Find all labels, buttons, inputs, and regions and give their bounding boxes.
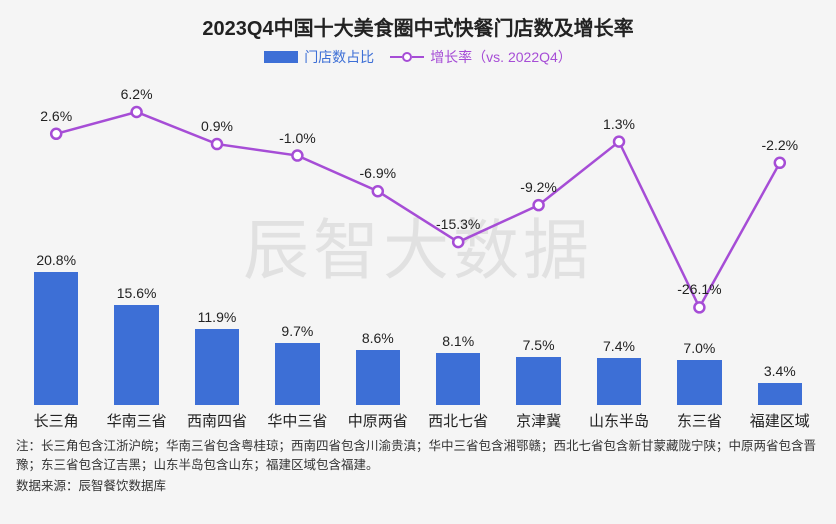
chart-container: 2023Q4中国十大美食圈中式快餐门店数及增长率 门店数占比 增长率（vs. 2…	[0, 0, 836, 524]
line-value-label: 1.3%	[603, 116, 635, 132]
footnote-text: 注：长三角包含江浙沪皖；华南三省包含粤桂琼；西南四省包含川渝贵滇；华中三省包含湘…	[16, 437, 820, 475]
plot-area: 辰智大数据 20.8%15.6%11.9%9.7%8.6%8.1%7.5%7.4…	[16, 73, 820, 431]
legend-bar-label: 门店数占比	[304, 47, 374, 67]
legend: 门店数占比 增长率（vs. 2022Q4）	[16, 47, 820, 67]
footnotes: 注：长三角包含江浙沪皖；华南三省包含粤桂琼；西南四省包含川渝贵滇；华中三省包含湘…	[16, 437, 820, 495]
chart-title: 2023Q4中国十大美食圈中式快餐门店数及增长率	[16, 12, 820, 41]
legend-item-bar: 门店数占比	[264, 47, 374, 67]
legend-line-swatch	[390, 52, 424, 62]
line-value-label: -6.9%	[360, 165, 397, 181]
source-text: 数据来源：辰智餐饮数据库	[16, 477, 820, 496]
legend-bar-swatch	[264, 51, 298, 63]
line-value-label: 2.6%	[40, 108, 72, 124]
line-value-label: 0.9%	[201, 118, 233, 134]
legend-line-label: 增长率（vs. 2022Q4）	[430, 47, 572, 67]
line-value-label: 6.2%	[121, 86, 153, 102]
line-value-label: -2.2%	[762, 137, 799, 153]
line-value-label: -15.3%	[436, 216, 480, 232]
legend-item-line: 增长率（vs. 2022Q4）	[390, 47, 572, 67]
line-value-label: -26.1%	[677, 281, 721, 297]
line-labels-layer: 2.6% 6.2% 0.9% -1.0% -6.9% -15.3% -9.2% 1.3% -26…	[16, 73, 820, 431]
line-value-label: -1.0%	[279, 130, 316, 146]
line-value-label: -9.2%	[520, 179, 557, 195]
